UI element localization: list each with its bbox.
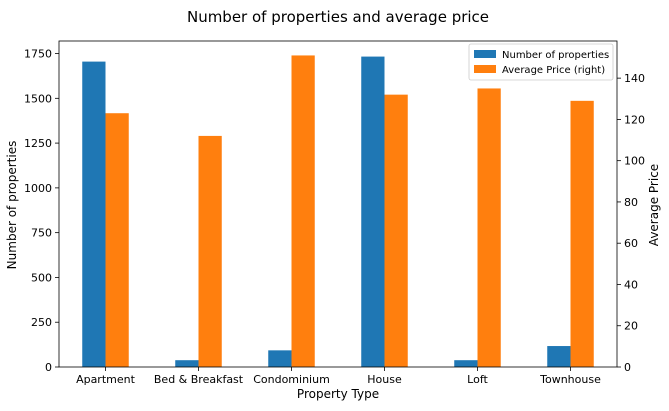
bar-price-1 <box>198 135 222 367</box>
bar-price-5 <box>570 100 594 367</box>
y-left-tick-label: 250 <box>31 316 52 329</box>
bar-count-0 <box>82 61 106 367</box>
y-left-tick-label: 500 <box>31 271 52 284</box>
x-tick-label: Condominium <box>253 373 330 386</box>
y-left-tick-label: 1250 <box>24 137 52 150</box>
legend-label-1: Average Price (right) <box>502 65 605 76</box>
bar-price-2 <box>291 55 315 367</box>
y-left-tick-label: 0 <box>45 361 52 374</box>
y-axis-label-right: Average Price <box>647 164 661 246</box>
legend-swatch-1 <box>474 65 496 73</box>
bar-count-3 <box>361 56 385 367</box>
legend: Number of properties Average Price (right… <box>468 43 614 81</box>
bar-price-3 <box>384 94 408 367</box>
x-tick-label: House <box>367 373 402 386</box>
bar-count-5 <box>547 346 571 367</box>
y-right-tick-label: 80 <box>624 196 638 209</box>
plot-area: Apartment Bed & Breakfast Condominium House… <box>24 40 645 386</box>
legend-label-0: Number of properties <box>502 50 609 61</box>
plot-frame <box>58 40 618 368</box>
y-axis-label-left: Number of properties <box>5 141 19 270</box>
y-right-tick-label: 100 <box>624 155 645 168</box>
legend-box <box>468 43 614 81</box>
bar-price-0 <box>105 113 129 368</box>
x-tick-label: Loft <box>467 373 488 386</box>
y-right-tick-label: 40 <box>624 278 638 291</box>
bar-count-2 <box>268 350 292 367</box>
y-left-tick-label: 1750 <box>24 48 52 61</box>
y-right-tick-label: 0 <box>624 361 631 374</box>
x-tick-label: Townhouse <box>539 373 601 386</box>
x-tick-label: Bed & Breakfast <box>154 373 244 386</box>
y-right-tick-label: 20 <box>624 320 638 333</box>
x-tick-label: Apartment <box>76 373 136 386</box>
y-left-tick-label: 1500 <box>24 92 52 105</box>
bar-count-4 <box>454 360 478 367</box>
bar-price-4 <box>477 88 501 368</box>
y-right-tick-label: 140 <box>624 72 645 85</box>
bar-count-1 <box>175 360 199 367</box>
x-axis-label: Property Type <box>297 387 379 401</box>
legend-swatch-0 <box>474 50 496 58</box>
y-left-tick-label: 1000 <box>24 182 52 195</box>
chart-title: Number of properties and average price <box>187 8 489 26</box>
y-right-tick-label: 120 <box>624 113 645 126</box>
y-left-tick-label: 750 <box>31 227 52 240</box>
y-right-tick-label: 60 <box>624 237 638 250</box>
